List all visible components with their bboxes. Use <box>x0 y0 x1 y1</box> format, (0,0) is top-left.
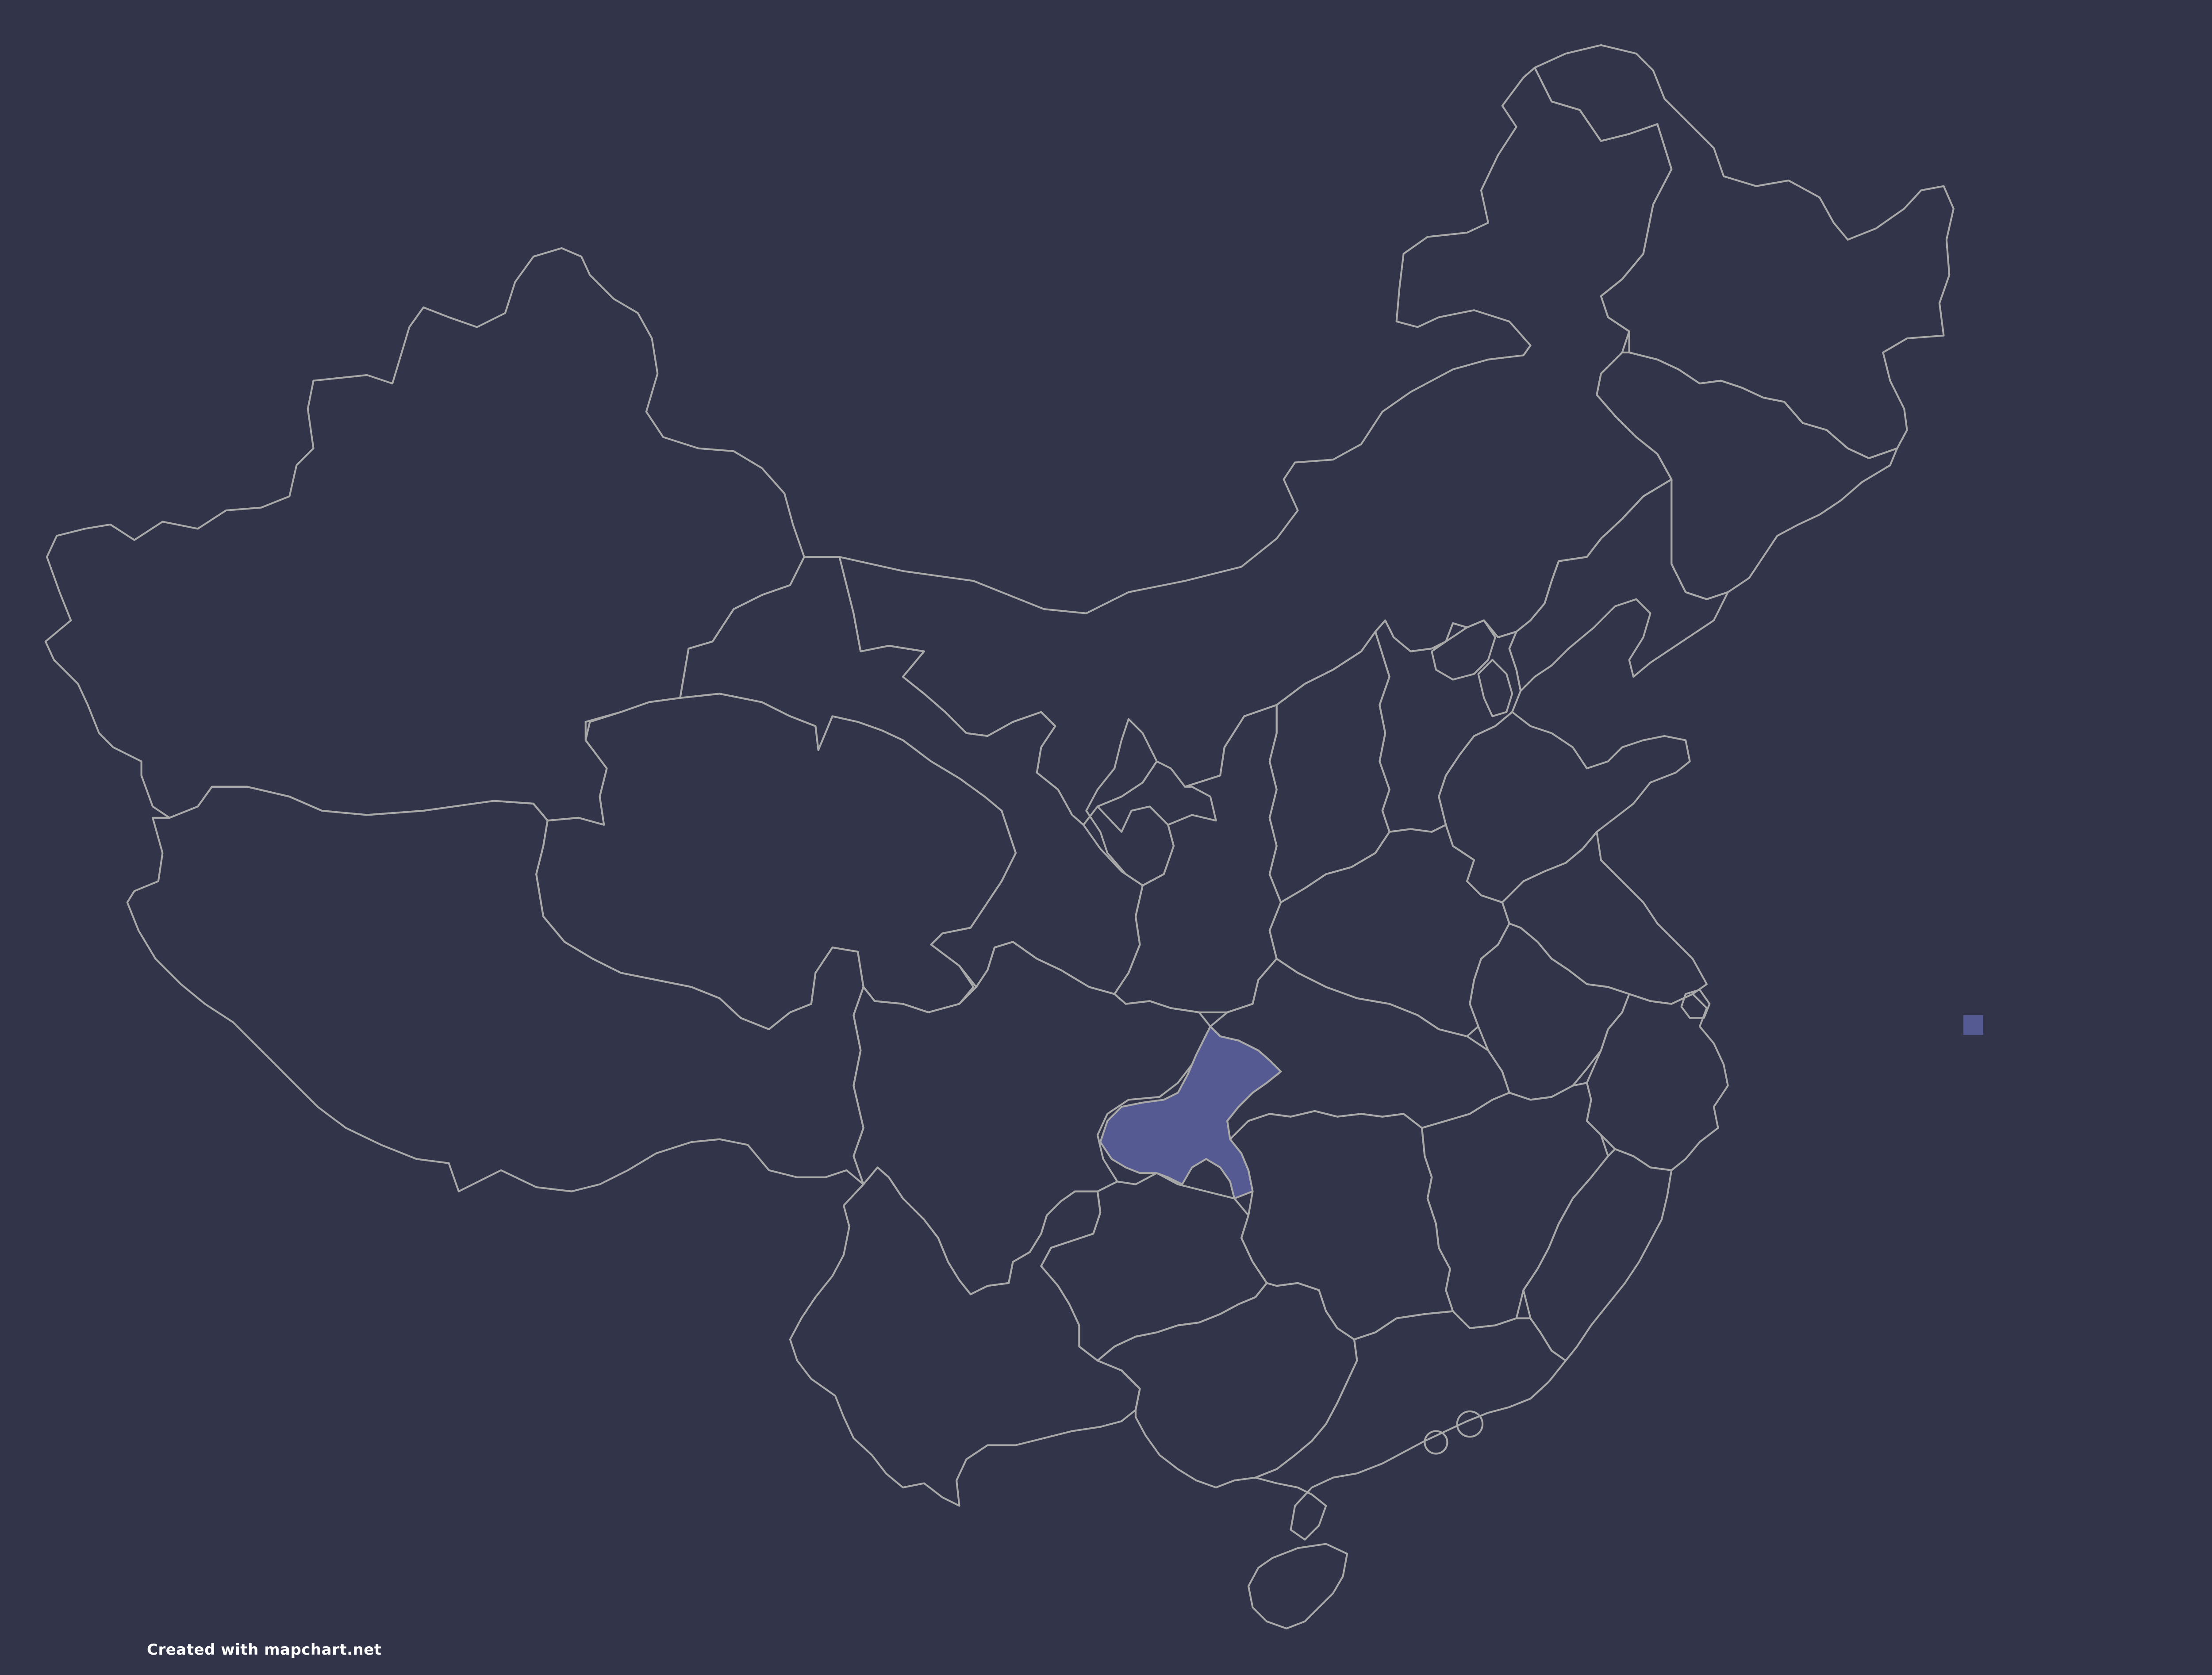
region-inner-mongolia[interactable] <box>838 66 1673 826</box>
region-hainan[interactable] <box>1247 1543 1348 1629</box>
region-guangxi[interactable] <box>1096 1282 1358 1489</box>
region-tianjin[interactable] <box>1477 659 1513 717</box>
region-guangdong[interactable] <box>1254 1310 1567 1541</box>
region-beijing[interactable] <box>1431 619 1496 681</box>
region-gansu[interactable] <box>679 556 1144 995</box>
region-jiangxi[interactable] <box>1421 1082 1609 1329</box>
region-liaoning[interactable] <box>1508 478 1729 692</box>
region-qinghai[interactable] <box>535 693 1017 1031</box>
region-shanxi[interactable] <box>1268 631 1390 904</box>
region-anhui[interactable] <box>1469 922 1630 1101</box>
region-hebei[interactable] <box>1374 619 1522 833</box>
region-shandong[interactable] <box>1438 711 1691 904</box>
region-ningxia[interactable] <box>1085 718 1175 886</box>
region-macau-marker[interactable] <box>1424 1430 1448 1455</box>
region-xinjiang[interactable] <box>44 247 805 826</box>
region-taiwan-marker[interactable] <box>1963 1015 1983 1035</box>
region-chongqing[interactable] <box>1099 1025 1282 1200</box>
region-tibet[interactable] <box>126 786 864 1192</box>
region-shaanxi[interactable] <box>1114 704 1282 1013</box>
region-fujian[interactable] <box>1522 1148 1673 1362</box>
region-henan[interactable] <box>1268 824 1510 1038</box>
region-hubei[interactable] <box>1209 958 1510 1140</box>
region-yunnan[interactable] <box>789 1166 1141 1507</box>
region-jilin[interactable] <box>1596 351 1898 600</box>
region-zhejiang[interactable] <box>1586 993 1729 1171</box>
region-hunan[interactable] <box>1229 1110 1454 1341</box>
region-hong-kong-marker[interactable] <box>1456 1410 1484 1438</box>
mapchart-credit: Created with mapchart.net <box>147 1641 382 1659</box>
region-heilongjiang[interactable] <box>1533 44 1955 460</box>
region-jiangsu[interactable] <box>1501 831 1708 1005</box>
